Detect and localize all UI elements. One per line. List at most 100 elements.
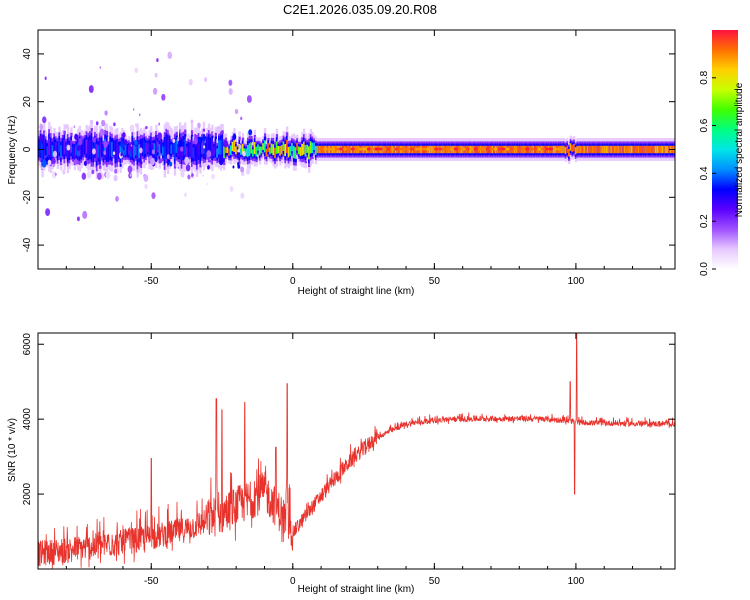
spectrogram-speckle [140, 160, 143, 165]
spectrogram-cell [156, 141, 160, 153]
spectrogram-cell [272, 144, 275, 156]
spectrogram-speckle [92, 137, 96, 143]
spectrogram-cell [576, 145, 579, 154]
spectrogram-cell [218, 140, 221, 155]
spectrogram-cell [624, 145, 627, 154]
spectrogram-ridge [481, 147, 486, 151]
x-tick-label: -50 [144, 576, 159, 587]
spectrogram-cell [306, 144, 309, 153]
spectrogram-speckle [83, 160, 88, 166]
spectrogram-cell [70, 140, 73, 153]
spectrogram-cell [607, 145, 610, 154]
spectrogram-cell [642, 145, 646, 154]
spectrogram-ridge [327, 147, 332, 151]
spectrogram-speckle [215, 126, 221, 134]
spectrogram-cell [51, 145, 54, 157]
spectrogram-cell [88, 139, 92, 155]
spectrogram-speckle [223, 139, 229, 148]
spectrogram-speckle [154, 72, 158, 78]
spectrogram-speckle [236, 151, 241, 157]
spectrogram-ridge [418, 147, 423, 151]
spectrogram-speckle [111, 138, 114, 142]
spectrogram-cell [654, 145, 657, 154]
y-tick-label: 0 [22, 146, 33, 152]
spectrogram-cell [571, 144, 574, 153]
spectrogram-speckle [150, 143, 154, 149]
spectrogram-cell [175, 139, 178, 153]
spectrogram-heatmap [38, 51, 675, 222]
spectrogram-speckle [44, 76, 47, 80]
spectrogram-cell [109, 141, 112, 156]
spectrogram-cell [292, 146, 296, 159]
spectrogram-cell [632, 145, 635, 154]
spectrogram-ridge [350, 147, 355, 151]
spectrogram-speckle [202, 134, 207, 142]
spectrogram-cell [564, 146, 567, 155]
spectrogram-cell [44, 142, 48, 153]
spectrogram-cell [114, 144, 117, 159]
spectrogram-cell [146, 143, 150, 152]
spectrogram-speckle [202, 174, 205, 177]
spectrogram-speckle [158, 122, 161, 126]
spectrogram-cell [173, 142, 177, 160]
spectrogram-speckle [99, 128, 105, 137]
spectrogram-speckle [130, 144, 133, 147]
spectrogram-speckle [218, 157, 224, 166]
spectrogram-ridge [457, 147, 462, 151]
spectrogram-speckle [228, 88, 233, 95]
spectrogram-cell [612, 145, 615, 154]
spectrogram-speckle [65, 124, 69, 130]
spectrogram-speckle [151, 149, 155, 155]
spectrogram-speckle [120, 141, 125, 149]
spectrogram-cell [584, 145, 588, 154]
spectrogram-speckle [206, 183, 208, 186]
spectrogram-cell [94, 140, 97, 154]
spectrogram-ridge [505, 147, 510, 151]
spectrogram-ridge [402, 147, 407, 151]
spectrogram-speckle [76, 145, 81, 152]
spectrogram-cell [267, 143, 270, 152]
spectrogram-speckle [122, 149, 127, 156]
spectrogram-ridge [525, 147, 530, 151]
spectrogram-speckle [51, 157, 56, 165]
spectrogram-ridge [342, 147, 347, 151]
spectrogram-cell [262, 143, 265, 151]
spectrogram-cell [255, 146, 258, 157]
spectrogram-speckle [150, 157, 155, 166]
spectrogram-cell [593, 145, 596, 154]
spectrogram-cell [111, 142, 114, 157]
spectrogram-speckle [233, 154, 236, 157]
spectrogram-ridge [533, 147, 538, 151]
spectrogram-speckle [166, 154, 170, 159]
spectrogram-speckle [112, 151, 116, 156]
spectrogram-cell [177, 146, 180, 157]
spectrogram-cell [201, 141, 204, 154]
spectrogram-ridge [382, 147, 387, 151]
spectrogram-cell [661, 145, 664, 154]
spectrogram-ridge [406, 147, 411, 151]
spectrogram-speckle [124, 139, 128, 145]
spectrogram-ridge [473, 147, 478, 151]
spectrogram-speckle [157, 132, 162, 140]
spectrogram-ridge [374, 147, 379, 151]
spectrogram-ridge [465, 147, 470, 151]
spectrogram-cell [595, 145, 598, 154]
spectrogram-cell [233, 140, 236, 152]
spectrogram-speckle [74, 133, 79, 140]
spectrogram-speckle [104, 110, 108, 116]
spectrogram-cell [207, 138, 211, 154]
spectrogram-cell [658, 145, 661, 154]
spectrogram-ridge [477, 147, 482, 151]
spectrogram-ridge [548, 147, 553, 151]
spectrogram-speckle [229, 186, 234, 192]
spectrogram-cell [199, 145, 202, 160]
spectrogram-speckle [177, 166, 180, 169]
spectrogram-speckle [181, 141, 185, 146]
spectrogram-ridge [354, 147, 359, 151]
spectrogram-panel: -50 0 50 100 -40 -20 0 20 40 Height of straight … [7, 29, 676, 297]
spectrogram-speckle [157, 147, 159, 150]
spectrogram-speckle [139, 147, 143, 154]
colorbar-label: Normalized spectral amplitude [734, 82, 745, 217]
spectrogram-ridge [346, 147, 351, 151]
spectrogram-speckle [234, 108, 239, 115]
